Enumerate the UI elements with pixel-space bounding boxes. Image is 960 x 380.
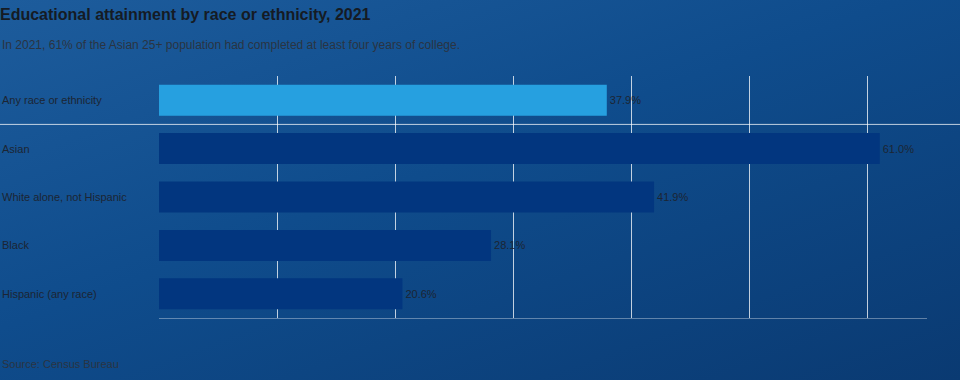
svg-text:41.9%: 41.9% [657, 191, 688, 203]
svg-text:Black: Black [2, 239, 29, 251]
svg-text:Any race or ethnicity: Any race or ethnicity [2, 94, 102, 106]
svg-text:In 2021, 61% of the Asian 25+: In 2021, 61% of the Asian 25+ population… [2, 38, 460, 52]
svg-text:37.9%: 37.9% [610, 94, 641, 106]
svg-text:Source: Census Bureau: Source: Census Bureau [2, 358, 119, 370]
svg-text:20.6%: 20.6% [405, 288, 436, 300]
svg-text:Educational attainment by race: Educational attainment by race or ethnic… [0, 6, 371, 23]
svg-text:28.1%: 28.1% [494, 239, 525, 251]
svg-text:Asian: Asian [2, 143, 30, 155]
svg-text:61.0%: 61.0% [883, 143, 914, 155]
svg-text:Hispanic (any race): Hispanic (any race) [2, 288, 97, 300]
svg-text:White alone, not Hispanic: White alone, not Hispanic [2, 191, 127, 203]
